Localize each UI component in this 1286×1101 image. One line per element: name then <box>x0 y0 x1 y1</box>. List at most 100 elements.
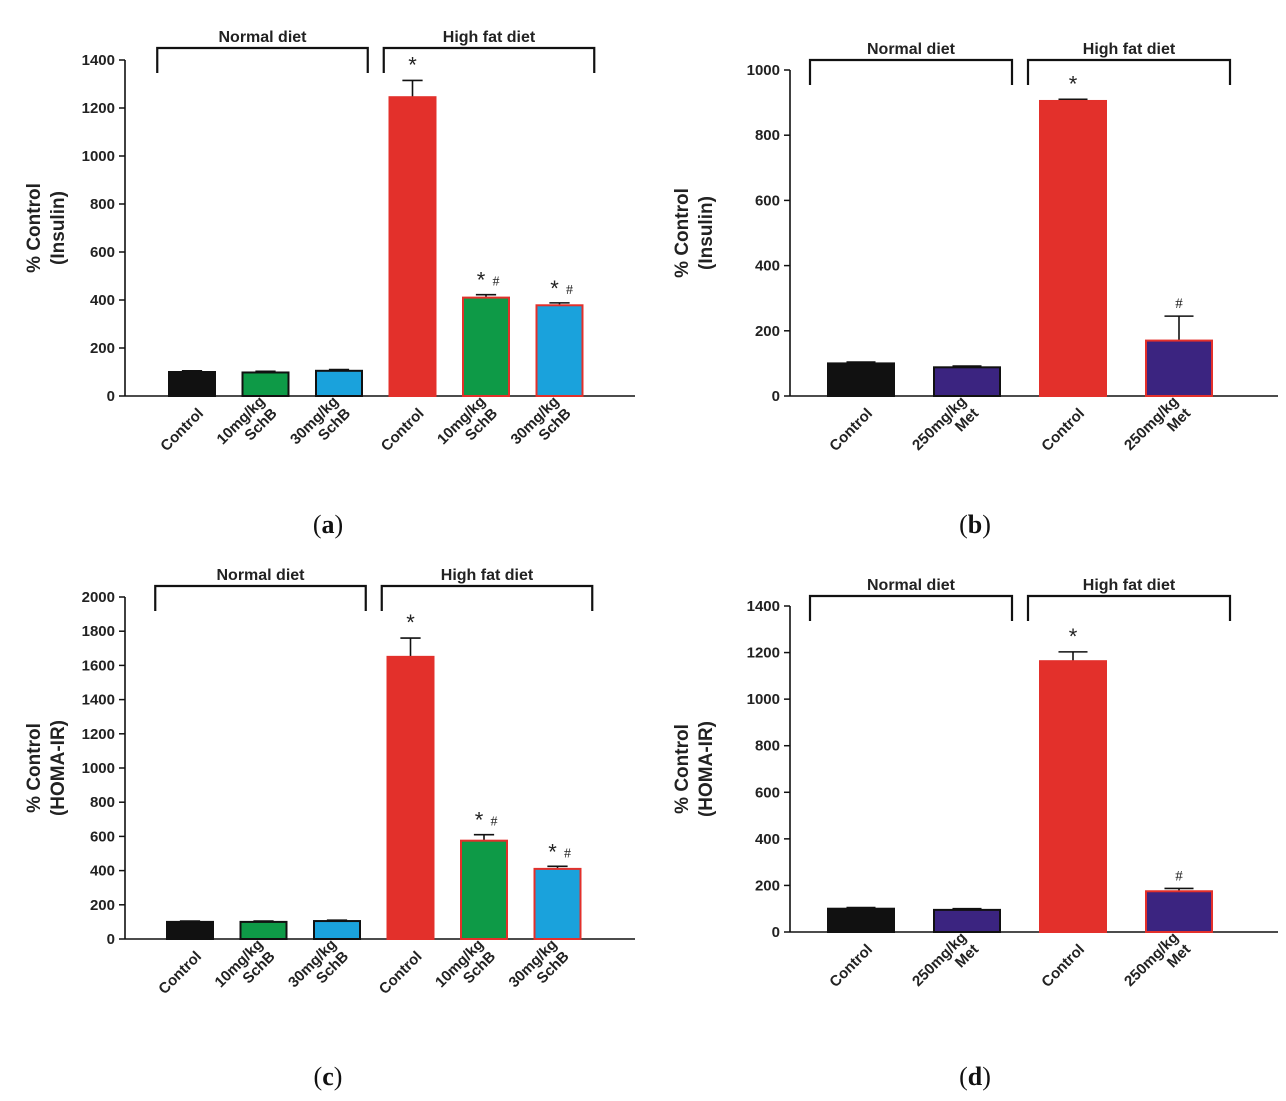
y-tick-label: 1400 <box>82 52 115 69</box>
bar <box>1039 99 1107 397</box>
y-tick-label: 600 <box>90 244 115 261</box>
group-bracket <box>1026 594 1232 621</box>
y-tick-label: 0 <box>772 388 780 405</box>
significance-marker: * <box>1069 624 1078 649</box>
chart-a-svg: 0 200 400 600 800 1000 1200 1400 % Control (Insul… <box>24 29 635 455</box>
y-tick-label: 0 <box>107 931 115 948</box>
group-label: Normal diet <box>218 29 307 46</box>
x-tick-label-line: Control <box>1038 941 1088 991</box>
group-label: Normal diet <box>867 577 956 594</box>
x-tick-label: Control <box>826 405 876 455</box>
y-axis-label: % Control <box>24 723 45 813</box>
y-tick-label: 200 <box>755 323 780 340</box>
y-tick-label: 600 <box>755 192 780 209</box>
y-tick-label: 1600 <box>82 657 115 674</box>
significance-marker: * <box>475 808 484 833</box>
chart-panel-a: 0 200 400 600 800 1000 1200 1400 % Control (Insul… <box>0 0 640 550</box>
group-bracket <box>380 584 594 611</box>
panel-label-b: (b) <box>959 510 991 539</box>
y-tick-label: 1400 <box>747 598 780 615</box>
y-tick-label: 2000 <box>82 589 115 606</box>
x-tick-label: Control <box>157 405 207 455</box>
chart-d-svg: 0 200 400 600 800 1000 1200 1400 % Control (HOMA-… <box>672 577 1278 991</box>
group-bracket <box>154 584 367 611</box>
y-tick-label: 800 <box>90 794 115 811</box>
bar <box>1145 890 1213 933</box>
y-tick-label: 0 <box>772 924 780 941</box>
x-tick-label-line: Control <box>826 405 876 455</box>
bar <box>386 655 435 940</box>
x-tick-label-line: Control <box>376 948 426 998</box>
y-tick-label: 200 <box>755 877 780 894</box>
chart-c-svg: 0 200 400 600 800 1000 1200 1400 1600 1800 2000 % C… <box>24 567 635 998</box>
y-tick-label: 800 <box>90 196 115 213</box>
significance-marker: # <box>1175 868 1183 884</box>
bar <box>388 96 437 397</box>
significance-marker: * <box>550 276 559 301</box>
panel-label-c: (c) <box>313 1062 343 1091</box>
x-tick-label-line: Control <box>826 941 876 991</box>
y-axis-label: % Control <box>24 183 45 273</box>
y-tick-label: 1000 <box>82 148 115 165</box>
y-tick-label: 1200 <box>747 645 780 662</box>
y-axis-label: (Insulin) <box>48 191 69 265</box>
group-label: High fat diet <box>441 567 534 584</box>
y-axis-label: % Control <box>672 188 693 278</box>
y-axis-label: (HOMA-IR) <box>48 720 69 816</box>
significance-marker: # <box>491 815 498 830</box>
group-label: High fat diet <box>443 29 536 46</box>
group-label: Normal diet <box>216 567 305 584</box>
significance-marker: # <box>564 846 571 861</box>
y-tick-label: 1800 <box>82 623 115 640</box>
group-bracket <box>156 46 369 73</box>
group-label: Normal diet <box>867 41 956 58</box>
y-tick-label: 400 <box>755 258 780 275</box>
y-tick-label: 1400 <box>82 692 115 709</box>
chart-panel-d: 0 200 400 600 800 1000 1200 1400 % Control (HOMA-… <box>643 550 1286 1101</box>
y-tick-label: 600 <box>755 784 780 801</box>
group-bracket <box>1026 58 1232 85</box>
bar <box>313 920 361 941</box>
bar <box>827 907 895 934</box>
group-label: High fat diet <box>1083 41 1176 58</box>
y-tick-label: 1000 <box>747 62 780 79</box>
significance-marker: * <box>1069 71 1078 96</box>
significance-marker: * <box>477 268 486 293</box>
y-axis-label: (HOMA-IR) <box>696 721 717 817</box>
group-label: High fat diet <box>1083 577 1176 594</box>
y-tick-label: 400 <box>90 292 115 309</box>
y-tick-label: 200 <box>90 897 115 914</box>
significance-marker: # <box>1175 296 1183 312</box>
bar <box>933 366 1001 398</box>
chart-b-svg: 0 200 400 600 800 1000 % Control (Insulin) Contr… <box>672 41 1278 455</box>
bar <box>241 371 290 398</box>
x-tick-label-line: Control <box>157 405 207 455</box>
y-tick-label: 400 <box>755 831 780 848</box>
x-tick-label-line: Control <box>155 948 205 998</box>
bar <box>933 908 1001 933</box>
group-bracket <box>382 46 596 73</box>
y-tick-label: 200 <box>90 340 115 357</box>
bar <box>1145 339 1213 397</box>
bar <box>533 867 582 941</box>
significance-marker: # <box>566 283 573 298</box>
bar <box>462 296 510 398</box>
bar <box>1039 660 1107 934</box>
y-tick-label: 0 <box>107 388 115 405</box>
y-tick-label: 600 <box>90 828 115 845</box>
panel-label-d: (d) <box>959 1062 991 1091</box>
bar <box>315 369 363 397</box>
y-tick-label: 400 <box>90 863 115 880</box>
x-tick-label: Control <box>376 948 426 998</box>
significance-marker: * <box>408 52 417 77</box>
